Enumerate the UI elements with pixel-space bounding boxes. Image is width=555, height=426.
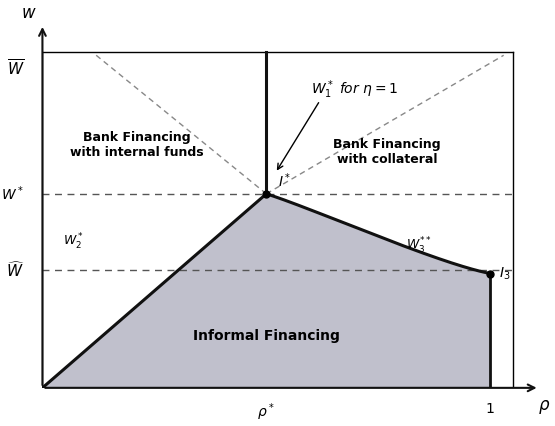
Text: Bank Financing
with internal funds: Bank Financing with internal funds — [70, 131, 203, 159]
Text: Bank Financing
with collateral: Bank Financing with collateral — [334, 138, 441, 166]
Text: $W_3^{**}$: $W_3^{**}$ — [406, 236, 431, 256]
Text: $\rho$: $\rho$ — [538, 398, 550, 416]
Text: $W^*$: $W^*$ — [2, 184, 24, 203]
Text: $1$: $1$ — [486, 402, 495, 416]
Text: $I^*$: $I^*$ — [278, 172, 291, 190]
Text: Informal Financing: Informal Financing — [193, 329, 340, 343]
Polygon shape — [42, 194, 490, 388]
Text: $\widehat{W}$: $\widehat{W}$ — [6, 260, 24, 280]
Text: $\rho^*$: $\rho^*$ — [258, 402, 275, 423]
Text: $W_2^*$: $W_2^*$ — [63, 232, 84, 252]
Text: $\overline{W}$: $\overline{W}$ — [7, 59, 24, 79]
Text: $w$: $w$ — [21, 4, 37, 22]
Text: $I_3$: $I_3$ — [499, 265, 511, 282]
Text: $W_1^*$ for $\eta = 1$: $W_1^*$ for $\eta = 1$ — [311, 79, 398, 101]
